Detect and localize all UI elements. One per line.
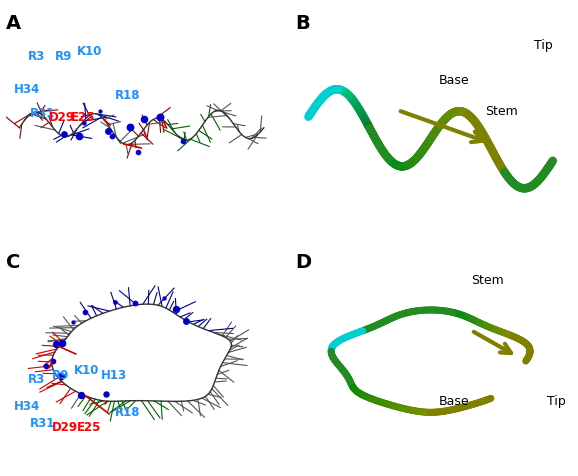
Text: R18: R18 — [114, 405, 140, 418]
Text: Stem: Stem — [472, 274, 504, 287]
Text: C: C — [6, 252, 20, 271]
Text: R31: R31 — [30, 107, 55, 119]
Text: R3: R3 — [28, 50, 45, 63]
Text: R31: R31 — [30, 416, 55, 429]
Text: Base: Base — [439, 74, 469, 87]
Text: D29: D29 — [52, 421, 78, 434]
Text: H13: H13 — [101, 368, 127, 381]
Text: K10: K10 — [74, 364, 99, 377]
Text: R18: R18 — [114, 89, 140, 102]
Text: H34: H34 — [14, 83, 40, 96]
Text: Tip: Tip — [534, 39, 553, 52]
Text: D: D — [295, 252, 311, 271]
Text: D29: D29 — [49, 111, 75, 124]
Text: Base: Base — [439, 394, 469, 407]
Text: K10: K10 — [76, 45, 102, 59]
Text: E25: E25 — [71, 111, 95, 124]
Text: Stem: Stem — [485, 105, 518, 118]
Text: R9: R9 — [55, 50, 72, 63]
Text: B: B — [295, 14, 310, 33]
Text: E25: E25 — [76, 421, 101, 434]
Text: Tip: Tip — [547, 394, 566, 407]
Text: R3: R3 — [28, 372, 45, 386]
Text: R9: R9 — [52, 368, 69, 381]
Text: H34: H34 — [14, 399, 40, 412]
Text: A: A — [6, 14, 21, 33]
